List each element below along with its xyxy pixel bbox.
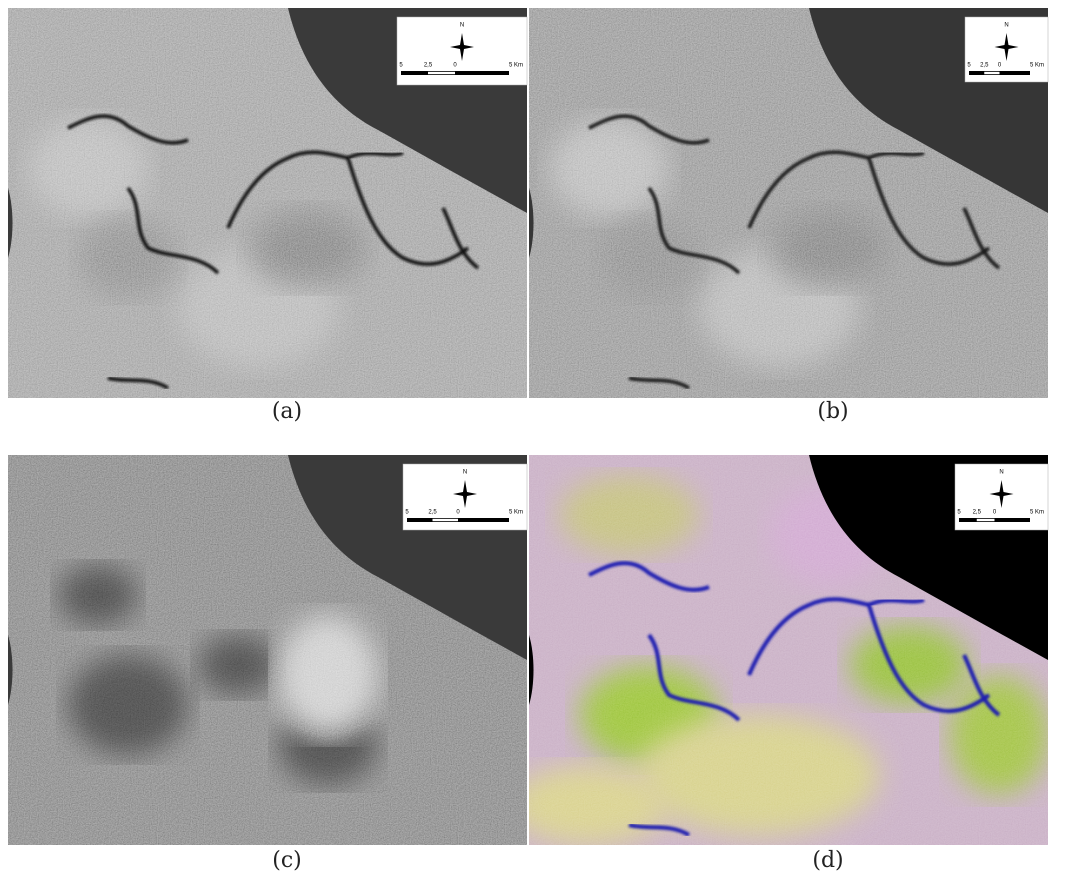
scale-label: 2,5 xyxy=(424,63,433,69)
scale-bar-segment xyxy=(984,72,999,74)
caption: (d) xyxy=(812,848,843,873)
scale-label: 5 Km xyxy=(509,63,523,69)
scale-label: 2,5 xyxy=(973,510,982,516)
figure: N52,505 Km (a) N52,505 Km (b) N52,505 Km (c) N… xyxy=(0,0,1088,873)
scale-bar-segment xyxy=(428,72,455,74)
north-label: N xyxy=(463,470,467,476)
scale-label: 5 Km xyxy=(509,510,523,516)
scale-bar-segment xyxy=(977,519,995,521)
scale-label: 5 Km xyxy=(1030,510,1044,516)
scale-bar-segment xyxy=(433,519,459,521)
north-label: N xyxy=(1004,23,1008,29)
scale-label: 2,5 xyxy=(980,63,989,69)
scale-label: 5 Km xyxy=(1030,63,1044,69)
caption: (a) xyxy=(272,399,302,424)
north-label: N xyxy=(999,470,1003,476)
caption: (c) xyxy=(272,848,302,873)
north-label: N xyxy=(460,23,464,29)
caption: (b) xyxy=(817,399,848,424)
scale-label: 2,5 xyxy=(428,510,437,516)
